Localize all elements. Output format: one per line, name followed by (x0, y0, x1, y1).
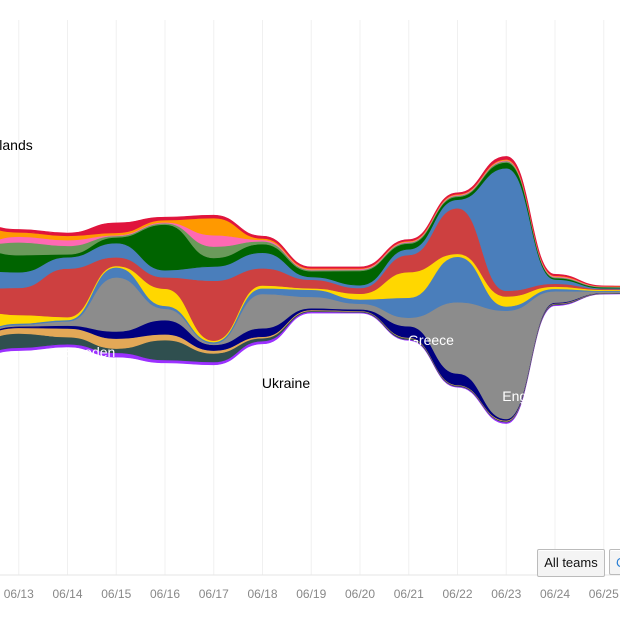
x-tick-label: 06/24 (540, 587, 570, 601)
x-tick-label: 06/15 (101, 587, 131, 601)
x-tick-label: 06/25 (589, 587, 619, 601)
stream-label-sweden: Sweden (65, 344, 116, 360)
x-axis-ticks: 06/13 06/14 06/15 06/16 06/17 06/18 06/19 06/20… (4, 587, 619, 601)
stream-label-czech: Czech (363, 206, 403, 222)
stream-label-croatia: Croatia (214, 148, 259, 164)
x-tick-label: 06/17 (199, 587, 229, 601)
stream-layer-series-14[interactable] (0, 156, 620, 287)
x-tick-label: 06/21 (394, 587, 424, 601)
x-tick-label: 06/19 (296, 587, 326, 601)
x-tick-label: 06/14 (52, 587, 82, 601)
x-tick-label: 06/16 (150, 587, 180, 601)
x-tick-label: 06/22 (442, 587, 472, 601)
all-teams-button[interactable]: All teams (537, 549, 605, 577)
stream-labels: lands Ireland Croatia Czech Sweden Ukraine Gre… (0, 137, 554, 404)
stream-label-ukraine: Ukraine (262, 375, 310, 391)
stream-label-england: England (502, 388, 553, 404)
x-tick-label: 06/23 (491, 587, 521, 601)
stream-label-greece: Greece (408, 332, 454, 348)
x-tick-label: 06/18 (247, 587, 277, 601)
x-tick-label: 06/13 (4, 587, 34, 601)
next-button[interactable]: C (609, 549, 620, 575)
stream-label-ireland: Ireland (22, 179, 65, 195)
x-tick-label: 06/20 (345, 587, 375, 601)
stream-layers (0, 156, 620, 424)
stream-label-lands: lands (0, 137, 33, 153)
